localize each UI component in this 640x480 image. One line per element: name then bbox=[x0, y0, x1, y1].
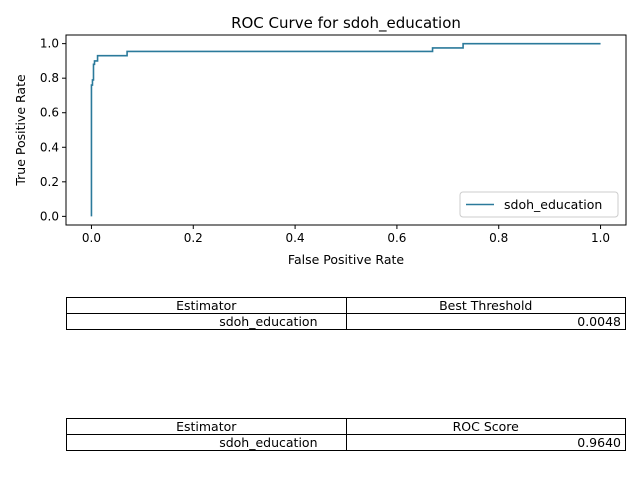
header-estimator: Estimator bbox=[66, 297, 347, 314]
plot-area: 0.0 0.2 0.4 0.6 0.8 1.0 0.0 0.2 0.4 0.6 0.8 1.0 bbox=[40, 37, 610, 245]
legend-box bbox=[459, 191, 619, 218]
legend: sdoh_education bbox=[459, 191, 619, 218]
legend-label: sdoh_education bbox=[504, 197, 602, 212]
header-best-threshold: Best Threshold bbox=[345, 297, 626, 314]
x-tick-label: 0.6 bbox=[387, 231, 406, 245]
plot-frame bbox=[65, 34, 627, 226]
y-tick-label: 0.0 bbox=[40, 209, 59, 223]
series-line-sdoh_education bbox=[90, 42, 601, 217]
y-tick-label: 0.6 bbox=[40, 106, 59, 120]
y-tick-label: 0.4 bbox=[40, 140, 59, 154]
x-tick-label: 1.0 bbox=[591, 231, 610, 245]
cell-estimator: sdoh_education bbox=[66, 434, 347, 451]
y-axis-label: True Positive Rate bbox=[13, 74, 28, 187]
table-header-row: Estimator ROC Score bbox=[66, 418, 626, 435]
chart-title: ROC Curve for sdoh_education bbox=[231, 14, 461, 33]
y-tick-label: 0.8 bbox=[40, 71, 59, 85]
y-tick-label: 0.2 bbox=[40, 175, 59, 189]
x-tick-label: 0.2 bbox=[184, 231, 203, 245]
cell-roc-score: 0.9640 bbox=[345, 434, 626, 451]
x-tick-label: 0.4 bbox=[286, 231, 305, 245]
header-estimator: Estimator bbox=[66, 418, 347, 435]
cell-best-threshold: 0.0048 bbox=[345, 313, 626, 330]
header-roc-score: ROC Score bbox=[345, 418, 626, 435]
x-tick-label: 0.0 bbox=[82, 231, 101, 245]
x-axis-label: False Positive Rate bbox=[288, 252, 404, 267]
table-header-row: Estimator Best Threshold bbox=[66, 297, 626, 314]
roc-figure: ROC Curve for sdoh_education 0.0 0.2 0.4 0.… bbox=[13, 14, 627, 267]
y-tick-label: 1.0 bbox=[40, 37, 59, 51]
table-row: sdoh_education 0.9640 bbox=[66, 434, 626, 451]
cell-estimator: sdoh_education bbox=[66, 313, 347, 330]
threshold-table: Estimator Best Threshold sdoh_education … bbox=[66, 297, 626, 330]
roc-score-table: Estimator ROC Score sdoh_education 0.964… bbox=[66, 418, 626, 451]
table-row: sdoh_education 0.0048 bbox=[66, 313, 626, 330]
x-tick-label: 0.8 bbox=[489, 231, 508, 245]
